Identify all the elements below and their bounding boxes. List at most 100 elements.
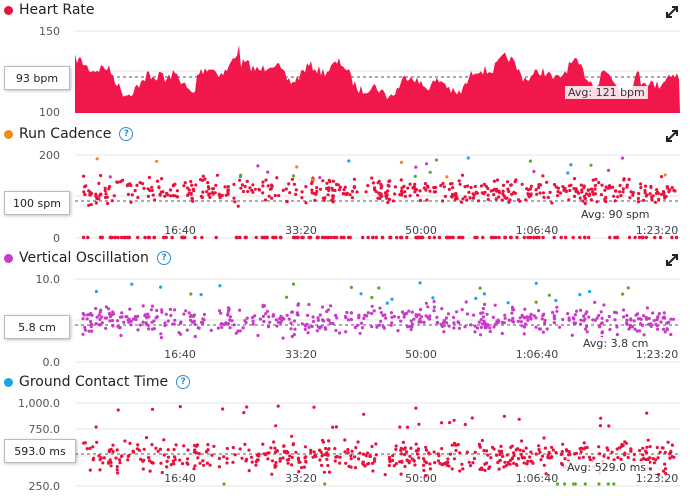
data-point bbox=[505, 180, 510, 184]
data-point bbox=[488, 329, 492, 334]
vertical-oscillation-average-label: Avg: 3.8 cm bbox=[580, 337, 652, 350]
data-point bbox=[507, 189, 511, 194]
data-point bbox=[193, 235, 197, 240]
data-point bbox=[375, 325, 379, 329]
data-point bbox=[482, 182, 486, 186]
data-point bbox=[441, 199, 445, 203]
data-point bbox=[469, 323, 473, 327]
data-point bbox=[245, 316, 249, 320]
data-point bbox=[502, 414, 506, 418]
data-point bbox=[99, 308, 103, 312]
data-point bbox=[273, 465, 277, 469]
expand-icon[interactable] bbox=[665, 253, 679, 267]
help-icon[interactable]: ? bbox=[119, 127, 134, 141]
data-point bbox=[217, 465, 221, 469]
data-point bbox=[194, 444, 199, 448]
x-tick-label: 33:20 bbox=[285, 348, 317, 361]
data-point bbox=[160, 308, 164, 312]
data-point bbox=[503, 235, 508, 240]
data-point bbox=[602, 303, 606, 307]
data-point bbox=[193, 322, 197, 326]
ground-contact-time-chart[interactable]: 1,000.0750.0500.0250.016:4033:2050:001:0… bbox=[0, 372, 691, 496]
expand-icon[interactable] bbox=[665, 5, 679, 19]
data-point bbox=[666, 440, 670, 444]
data-point bbox=[325, 451, 329, 455]
data-point bbox=[162, 453, 166, 457]
data-point bbox=[82, 313, 86, 317]
x-tick-label: 16:40 bbox=[164, 224, 196, 237]
data-point bbox=[142, 186, 146, 190]
data-point bbox=[602, 454, 606, 458]
data-point bbox=[520, 456, 525, 460]
data-point bbox=[569, 163, 573, 167]
data-point bbox=[559, 452, 564, 456]
data-point bbox=[669, 317, 673, 321]
data-point bbox=[490, 445, 495, 449]
data-point bbox=[128, 307, 132, 311]
data-point bbox=[471, 196, 475, 200]
data-point bbox=[367, 461, 371, 466]
data-point bbox=[318, 176, 322, 180]
data-point bbox=[278, 459, 282, 463]
data-point bbox=[585, 330, 589, 334]
data-point bbox=[594, 177, 598, 181]
data-point bbox=[236, 204, 240, 208]
data-point bbox=[164, 235, 168, 240]
data-point bbox=[231, 460, 235, 464]
data-point bbox=[386, 189, 390, 193]
data-point bbox=[350, 449, 354, 453]
help-icon[interactable]: ? bbox=[176, 375, 191, 389]
data-point bbox=[371, 181, 375, 185]
data-point bbox=[567, 316, 571, 320]
data-point bbox=[127, 453, 131, 458]
data-point bbox=[338, 331, 342, 335]
data-point bbox=[559, 235, 563, 240]
data-point bbox=[358, 451, 362, 455]
data-point bbox=[273, 193, 277, 198]
data-point bbox=[502, 465, 506, 469]
data-point bbox=[189, 179, 193, 184]
data-point bbox=[440, 447, 444, 451]
data-point bbox=[493, 303, 497, 307]
data-point bbox=[585, 324, 589, 329]
help-icon[interactable]: ? bbox=[156, 251, 171, 265]
data-point bbox=[422, 186, 426, 190]
data-point bbox=[453, 193, 457, 197]
data-point bbox=[507, 318, 511, 322]
data-point bbox=[541, 191, 546, 195]
data-point bbox=[418, 189, 422, 193]
data-point bbox=[558, 325, 562, 329]
data-point bbox=[607, 424, 611, 428]
data-point bbox=[655, 188, 659, 192]
data-point bbox=[160, 310, 164, 314]
data-point bbox=[221, 407, 225, 411]
data-point bbox=[545, 327, 549, 331]
data-point bbox=[582, 194, 587, 198]
data-point bbox=[575, 309, 579, 313]
data-point bbox=[88, 192, 92, 196]
data-point bbox=[395, 235, 399, 240]
vertical-oscillation-cursor-value: 5.8 cm bbox=[4, 315, 70, 339]
data-point bbox=[325, 457, 329, 461]
data-point bbox=[593, 183, 598, 188]
expand-icon[interactable] bbox=[665, 129, 679, 143]
data-point bbox=[107, 187, 111, 191]
data-point bbox=[225, 457, 229, 461]
data-point bbox=[182, 444, 186, 448]
vertical-oscillation-header: Vertical Oscillation ? bbox=[4, 248, 171, 268]
data-point bbox=[146, 312, 150, 316]
data-point bbox=[539, 183, 543, 187]
data-point bbox=[629, 317, 633, 321]
data-point bbox=[622, 315, 626, 319]
data-point bbox=[281, 456, 285, 460]
data-point bbox=[497, 235, 501, 240]
data-point bbox=[497, 195, 501, 199]
data-point bbox=[205, 190, 209, 194]
data-point bbox=[446, 312, 450, 316]
data-point bbox=[448, 452, 452, 456]
data-point bbox=[468, 196, 472, 200]
data-point bbox=[388, 235, 392, 240]
data-point bbox=[417, 313, 421, 317]
